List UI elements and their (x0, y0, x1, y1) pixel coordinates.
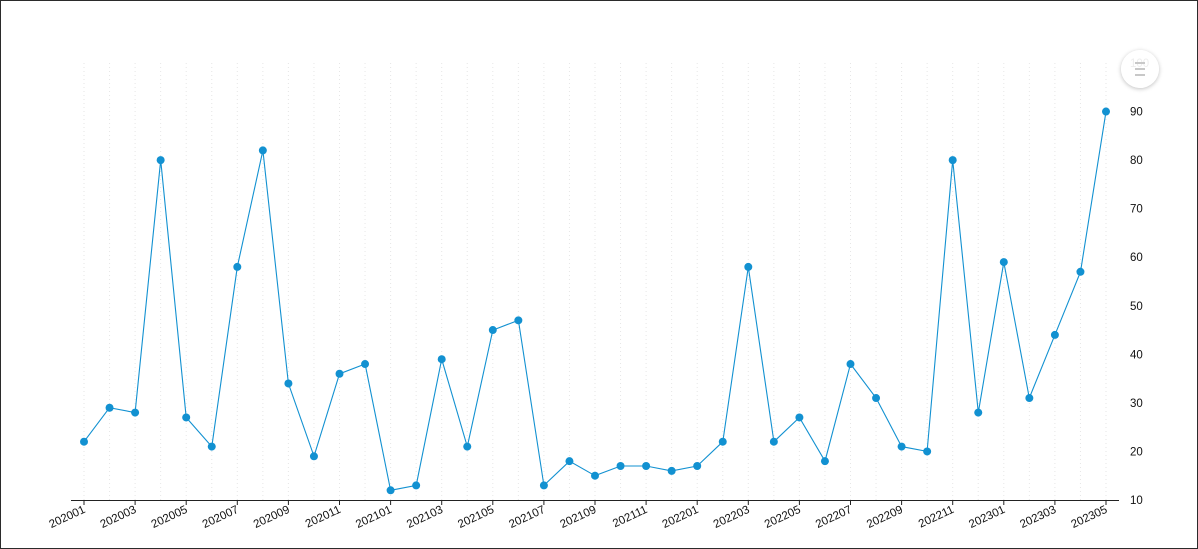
x-tick-label: 202101 (354, 504, 394, 531)
x-tick-label: 202203 (712, 504, 752, 531)
data-point (156, 156, 165, 165)
data-point (80, 437, 88, 446)
data-point (1025, 394, 1034, 403)
data-point (539, 481, 548, 490)
x-tick-label: 202105 (456, 504, 496, 531)
data-point (616, 462, 625, 471)
x-tick-label: 202201 (661, 504, 701, 531)
x-tick-label: 202001 (47, 504, 87, 531)
x-tick-label: 202005 (150, 504, 190, 531)
x-tick-label: 202305 (1069, 504, 1109, 531)
x-tick-label: 202301 (967, 504, 1007, 531)
data-point (1076, 267, 1085, 276)
axes: 202001 202003 202005 202007 202009 202011 2021… (47, 58, 1149, 531)
data-point (437, 355, 446, 364)
chart-menu-button[interactable] (1121, 50, 1159, 88)
y-tick-label: 20 (1130, 446, 1143, 458)
data-point (463, 442, 472, 451)
x-tick-label: 202107 (507, 504, 547, 531)
data-point (872, 394, 881, 403)
data-point (565, 457, 574, 466)
data-point (999, 258, 1008, 267)
x-tick-label: 202207 (814, 504, 854, 531)
x-tick-label: 202009 (252, 504, 292, 531)
y-tick-label: 30 (1130, 398, 1143, 410)
y-tick-label: 50 (1130, 301, 1143, 313)
x-tick-label: 202003 (99, 504, 139, 531)
data-point (131, 408, 140, 417)
data-point (820, 457, 829, 466)
data-point (1102, 107, 1110, 116)
x-tick-label: 202103 (405, 504, 445, 531)
y-tick-label: 70 (1130, 204, 1143, 216)
data-point (412, 481, 421, 490)
data-point (233, 262, 242, 271)
x-tick-label: 202011 (304, 504, 343, 531)
x-tick-label: 202109 (558, 504, 598, 531)
data-point (591, 471, 599, 480)
x-tick-label: 202303 (1018, 504, 1058, 531)
data-point (642, 462, 651, 471)
data-point (744, 262, 753, 271)
y-tick-label: 60 (1130, 252, 1143, 264)
data-point (718, 437, 727, 446)
data-point (386, 486, 395, 495)
data-point (923, 447, 932, 456)
data-point (335, 369, 344, 378)
x-tick-label: 202209 (865, 504, 905, 531)
data-point (105, 403, 114, 412)
data-point (309, 452, 318, 461)
y-tick-label: 10 (1130, 495, 1143, 507)
data-point (846, 360, 855, 369)
y-tick-label: 40 (1130, 349, 1143, 361)
data-point (284, 379, 293, 388)
series-line (83, 111, 1107, 491)
y-tick-label: 90 (1130, 107, 1143, 119)
x-tick-label: 202205 (763, 504, 803, 531)
x-tick-label: 202211 (917, 504, 956, 531)
data-point (488, 326, 497, 335)
data-point (897, 442, 906, 451)
data-point (514, 316, 523, 325)
data-point (258, 146, 267, 155)
x-tick-label: 202007 (201, 504, 241, 531)
data-point (948, 156, 957, 165)
data-point (667, 466, 676, 475)
data-point (207, 442, 216, 451)
grid-lines (83, 63, 1107, 500)
x-tick-label: 202111 (611, 504, 649, 530)
data-point (795, 413, 804, 422)
data-point (693, 462, 702, 471)
y-tick-label: 80 (1130, 155, 1143, 167)
series-layer (80, 107, 1110, 495)
data-point (182, 413, 191, 422)
data-point (361, 360, 370, 369)
data-point (974, 408, 983, 417)
data-point (1050, 330, 1059, 339)
data-point (769, 437, 778, 446)
